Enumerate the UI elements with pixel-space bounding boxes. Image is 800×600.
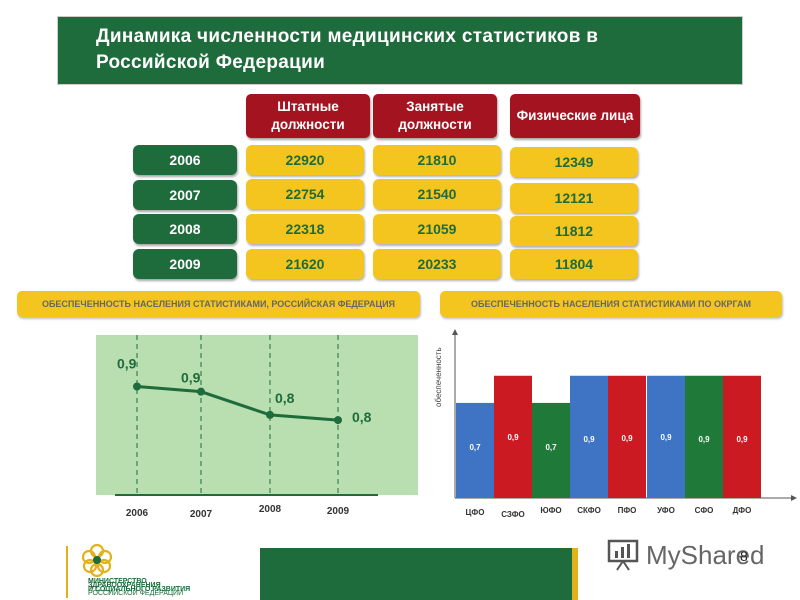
- data-point: [334, 416, 342, 425]
- data-point: [266, 410, 274, 419]
- bar-value-label: 0,9: [698, 435, 710, 444]
- line-chart-panel: [96, 335, 418, 495]
- page-title-line1: Динамика численности медицинских статист…: [96, 26, 599, 47]
- x-tick-label: УФО: [657, 506, 675, 515]
- bar: [723, 375, 761, 498]
- data-label: 0,8: [352, 409, 372, 425]
- logo-divider: [66, 546, 68, 598]
- data-label: 0,9: [181, 370, 201, 386]
- x-tick-label: ПФО: [618, 506, 637, 515]
- year-2009: 2009: [133, 249, 237, 279]
- x-axis-arrow: [791, 495, 797, 501]
- bar-value-label: 0,9: [621, 434, 633, 443]
- bar-value-label: 0,7: [469, 443, 481, 452]
- logo-line-4: РОССИЙСКОЙ ФЕДЕРАЦИИ: [88, 590, 184, 597]
- bar-value-label: 0,9: [507, 433, 519, 442]
- cell-2008-individuals: 11812: [510, 216, 638, 246]
- data-point: [197, 387, 205, 396]
- ministry-logo-icon: [81, 543, 113, 577]
- cell-2006-staff: 22920: [246, 145, 364, 175]
- footer-yellow-stripe: [572, 548, 578, 600]
- cell-2009-occupied: 20233: [373, 249, 501, 279]
- bar-chart: обеспеченность 0,7 ЦФО 0,9 СЗФО 0,7 ЮФО 0,9 СКФО…: [434, 329, 797, 519]
- bar: [494, 375, 532, 498]
- ministry-logo-text-3: И СОЦИАЛЬНОГО РАЗВИТИЯ: [88, 586, 228, 594]
- bar-value-label: 0,9: [583, 435, 595, 444]
- x-tick-label: 2007: [190, 509, 213, 520]
- bar: [570, 375, 608, 498]
- bar: [456, 402, 494, 498]
- year-2007: 2007: [133, 180, 237, 210]
- year-2006: 2006: [133, 145, 237, 175]
- logo-line-3: И СОЦИАЛЬНОГО РАЗВИТИЯ: [88, 586, 191, 593]
- x-tick-label: СКФО: [577, 506, 601, 515]
- watermark-text: MyShared: [646, 540, 765, 570]
- section-title-districts: ОБЕСПЕЧЕННОСТЬ НАСЕЛЕНИЯ СТАТИСТИКАМИ ПО…: [440, 291, 782, 317]
- data-point: [133, 382, 141, 391]
- x-tick-label: ЦФО: [466, 508, 485, 517]
- header-occupied-positions: Занятые должности: [373, 94, 497, 138]
- x-tick-label: 2006: [126, 508, 149, 519]
- x-tick-label: 2008: [259, 504, 282, 515]
- cell-2008-occupied: 21059: [373, 214, 501, 244]
- cell-2009-staff: 21620: [246, 249, 364, 279]
- x-tick-label: 2009: [327, 506, 350, 517]
- header-staff-positions: Штатные должности: [246, 94, 370, 138]
- cell-2007-staff: 22754: [246, 179, 364, 209]
- year-2008: 2008: [133, 214, 237, 244]
- presentation-icon: [607, 539, 639, 571]
- footer-green-block: [260, 548, 572, 600]
- data-label: 0,8: [275, 390, 295, 406]
- bar-value-label: 0,9: [660, 433, 672, 442]
- logo-line-2: ЗДРАВООХРАНЕНИЯ: [88, 582, 161, 589]
- ministry-logo-text-rest: ЗДРАВООХРАНЕНИЯ: [88, 582, 208, 590]
- bar: [647, 375, 685, 498]
- y-axis-label: обеспеченность: [434, 347, 443, 407]
- x-tick-label: ЮФО: [540, 506, 561, 515]
- cell-2007-individuals: 12121: [510, 183, 638, 213]
- header-individuals: Физические лица: [510, 94, 640, 138]
- line-chart: 0,9 2006 0,9 2007 0,8 2008 0,8 2009: [115, 335, 378, 520]
- x-tick-label: ДФО: [733, 506, 752, 515]
- bar: [685, 375, 723, 498]
- ministry-logo-text-4: РОССИЙСКОЙ ФЕДЕРАЦИИ: [88, 590, 228, 598]
- x-tick-label: СЗФО: [501, 510, 525, 519]
- bar: [608, 375, 646, 498]
- bar: [532, 402, 570, 498]
- title-bar: Динамика численности медицинских статист…: [58, 17, 742, 84]
- x-tick-label: СФО: [695, 506, 714, 515]
- cell-2006-occupied: 21810: [373, 145, 501, 175]
- data-label: 0,9: [117, 356, 137, 372]
- ministry-logo-text: МИНИСТЕРСТВО: [88, 578, 147, 586]
- bar-value-label: 0,7: [545, 443, 557, 452]
- page-title-line2: Российской Федерации: [96, 52, 326, 73]
- cell-2006-individuals: 12349: [510, 147, 638, 177]
- page-number: 8: [740, 548, 748, 564]
- series-line: [136, 385, 339, 422]
- y-axis-arrow: [452, 329, 458, 335]
- logo-line-1: МИНИСТЕРСТВО: [88, 578, 147, 585]
- bar-value-label: 0,9: [736, 435, 748, 444]
- cell-2009-individuals: 11804: [510, 249, 638, 279]
- section-title-federation: ОБЕСПЕЧЕННОСТЬ НАСЕЛЕНИЯ СТАТИСТИКАМИ, Р…: [17, 291, 420, 317]
- cell-2008-staff: 22318: [246, 214, 364, 244]
- cell-2007-occupied: 21540: [373, 179, 501, 209]
